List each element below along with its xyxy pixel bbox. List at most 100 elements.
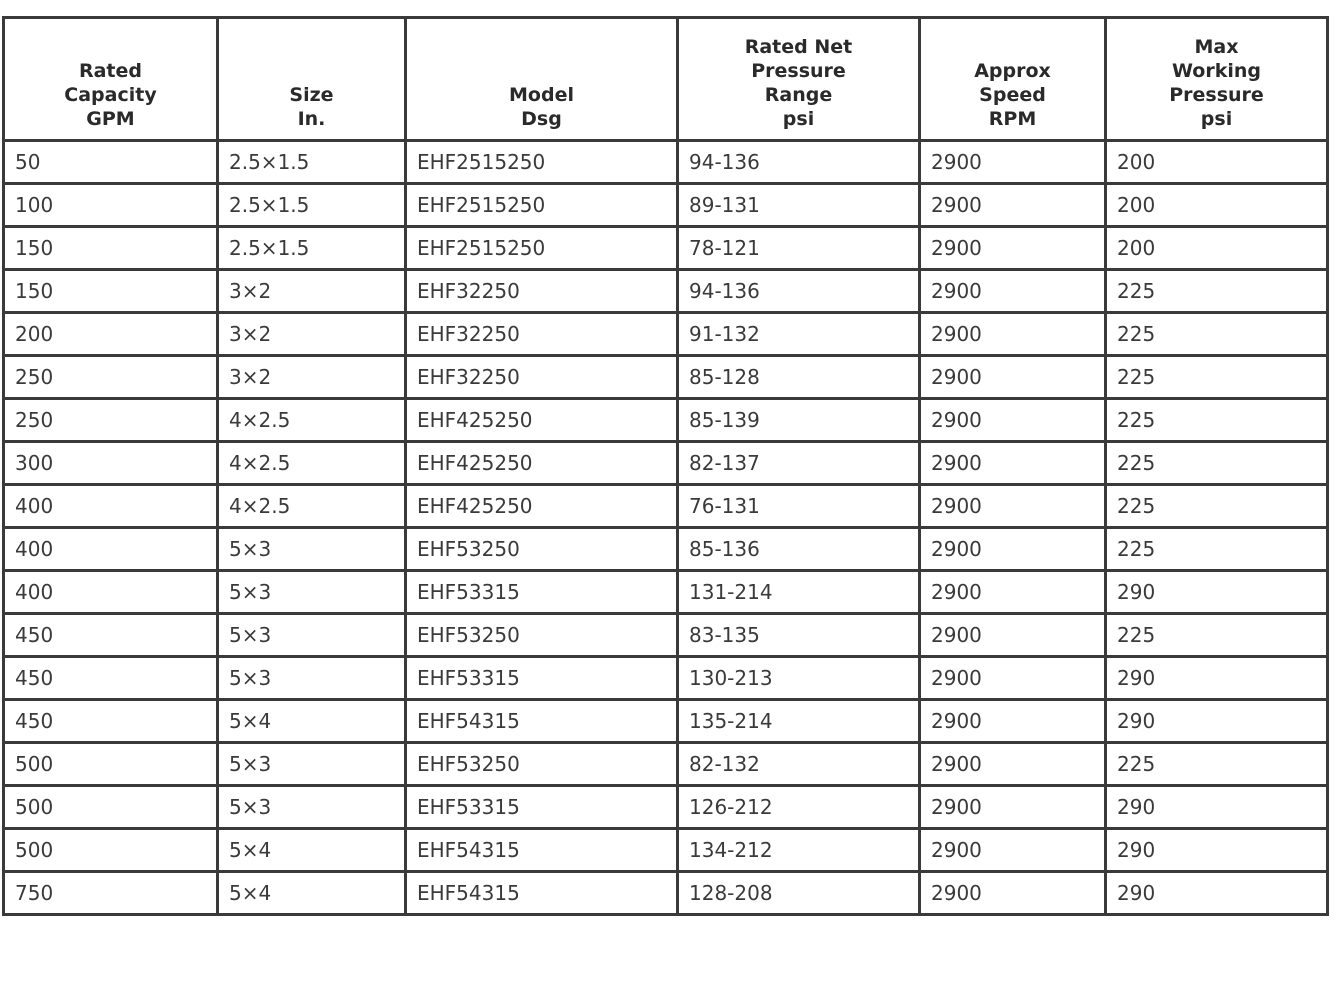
- cell-rated-capacity: 500: [2, 784, 219, 830]
- cell-model: EHF425250: [404, 440, 679, 486]
- table-row: 150 3×2 EHF32250 94-136 2900 225: [2, 268, 1329, 314]
- cell-speed: 2900: [918, 225, 1107, 271]
- cell-rated-capacity: 150: [2, 268, 219, 314]
- cell-pressure-range: 89-131: [676, 182, 921, 228]
- cell-rated-capacity: 300: [2, 440, 219, 486]
- cell-rated-capacity: 500: [2, 741, 219, 787]
- cell-pressure-range: 128-208: [676, 870, 921, 916]
- cell-rated-capacity: 450: [2, 698, 219, 744]
- cell-max-pressure: 290: [1104, 870, 1329, 916]
- cell-pressure-range: 135-214: [676, 698, 921, 744]
- cell-speed: 2900: [918, 784, 1107, 830]
- table-row: 400 5×3 EHF53250 85-136 2900 225: [2, 526, 1329, 572]
- cell-size: 3×2: [216, 354, 407, 400]
- table-row: 500 5×3 EHF53315 126-212 2900 290: [2, 784, 1329, 830]
- cell-size: 5×4: [216, 870, 407, 916]
- cell-pressure-range: 82-132: [676, 741, 921, 787]
- cell-size: 5×3: [216, 784, 407, 830]
- cell-pressure-range: 85-136: [676, 526, 921, 572]
- table-row: 200 3×2 EHF32250 91-132 2900 225: [2, 311, 1329, 357]
- cell-model: EHF2515250: [404, 182, 679, 228]
- cell-model: EHF53315: [404, 655, 679, 701]
- table-row: 400 5×3 EHF53315 131-214 2900 290: [2, 569, 1329, 615]
- table-row: 450 5×3 EHF53250 83-135 2900 225: [2, 612, 1329, 658]
- cell-rated-capacity: 250: [2, 397, 219, 443]
- cell-pressure-range: 94-136: [676, 268, 921, 314]
- cell-speed: 2900: [918, 741, 1107, 787]
- table-row: 150 2.5×1.5 EHF2515250 78-121 2900 200: [2, 225, 1329, 271]
- cell-pressure-range: 94-136: [676, 139, 921, 185]
- cell-max-pressure: 225: [1104, 440, 1329, 486]
- cell-max-pressure: 225: [1104, 397, 1329, 443]
- cell-rated-capacity: 200: [2, 311, 219, 357]
- table-row: 500 5×3 EHF53250 82-132 2900 225: [2, 741, 1329, 787]
- cell-pressure-range: 126-212: [676, 784, 921, 830]
- cell-model: EHF425250: [404, 483, 679, 529]
- cell-size: 5×3: [216, 741, 407, 787]
- cell-size: 5×3: [216, 612, 407, 658]
- cell-pressure-range: 76-131: [676, 483, 921, 529]
- cell-size: 5×4: [216, 698, 407, 744]
- cell-size: 4×2.5: [216, 483, 407, 529]
- cell-speed: 2900: [918, 870, 1107, 916]
- cell-speed: 2900: [918, 268, 1107, 314]
- cell-rated-capacity: 250: [2, 354, 219, 400]
- cell-speed: 2900: [918, 354, 1107, 400]
- cell-speed: 2900: [918, 612, 1107, 658]
- cell-speed: 2900: [918, 526, 1107, 572]
- table-row: 100 2.5×1.5 EHF2515250 89-131 2900 200: [2, 182, 1329, 228]
- cell-rated-capacity: 50: [2, 139, 219, 185]
- cell-max-pressure: 225: [1104, 483, 1329, 529]
- cell-max-pressure: 200: [1104, 139, 1329, 185]
- cell-pressure-range: 82-137: [676, 440, 921, 486]
- cell-speed: 2900: [918, 827, 1107, 873]
- cell-max-pressure: 225: [1104, 311, 1329, 357]
- header-rated-capacity: Rated Capacity GPM: [2, 16, 219, 142]
- cell-max-pressure: 290: [1104, 698, 1329, 744]
- cell-max-pressure: 225: [1104, 268, 1329, 314]
- cell-rated-capacity: 100: [2, 182, 219, 228]
- cell-speed: 2900: [918, 698, 1107, 744]
- cell-model: EHF32250: [404, 268, 679, 314]
- cell-size: 2.5×1.5: [216, 139, 407, 185]
- cell-pressure-range: 85-128: [676, 354, 921, 400]
- header-pressure-range: Rated Net Pressure Range psi: [676, 16, 921, 142]
- table-row: 450 5×4 EHF54315 135-214 2900 290: [2, 698, 1329, 744]
- cell-max-pressure: 225: [1104, 741, 1329, 787]
- pump-spec-table: Rated Capacity GPM Size In. Model Dsg Rated…: [2, 16, 1329, 916]
- cell-max-pressure: 225: [1104, 526, 1329, 572]
- header-row: Rated Capacity GPM Size In. Model Dsg Rated…: [2, 16, 1329, 142]
- cell-model: EHF32250: [404, 311, 679, 357]
- cell-pressure-range: 134-212: [676, 827, 921, 873]
- cell-max-pressure: 290: [1104, 655, 1329, 701]
- cell-model: EHF53250: [404, 612, 679, 658]
- header-max-pressure: Max Working Pressure psi: [1104, 16, 1329, 142]
- cell-model: EHF53250: [404, 741, 679, 787]
- cell-speed: 2900: [918, 311, 1107, 357]
- cell-model: EHF54315: [404, 827, 679, 873]
- cell-rated-capacity: 450: [2, 655, 219, 701]
- cell-max-pressure: 290: [1104, 827, 1329, 873]
- cell-size: 2.5×1.5: [216, 182, 407, 228]
- cell-size: 5×3: [216, 655, 407, 701]
- cell-speed: 2900: [918, 483, 1107, 529]
- cell-pressure-range: 91-132: [676, 311, 921, 357]
- cell-size: 4×2.5: [216, 397, 407, 443]
- cell-pressure-range: 85-139: [676, 397, 921, 443]
- cell-model: EHF53315: [404, 784, 679, 830]
- cell-rated-capacity: 750: [2, 870, 219, 916]
- cell-size: 5×3: [216, 569, 407, 615]
- cell-speed: 2900: [918, 440, 1107, 486]
- table-row: 400 4×2.5 EHF425250 76-131 2900 225: [2, 483, 1329, 529]
- cell-pressure-range: 131-214: [676, 569, 921, 615]
- cell-pressure-range: 130-213: [676, 655, 921, 701]
- cell-model: EHF2515250: [404, 225, 679, 271]
- cell-model: EHF425250: [404, 397, 679, 443]
- cell-speed: 2900: [918, 569, 1107, 615]
- table-row: 50 2.5×1.5 EHF2515250 94-136 2900 200: [2, 139, 1329, 185]
- cell-rated-capacity: 400: [2, 569, 219, 615]
- cell-max-pressure: 290: [1104, 569, 1329, 615]
- table-row: 500 5×4 EHF54315 134-212 2900 290: [2, 827, 1329, 873]
- cell-rated-capacity: 400: [2, 483, 219, 529]
- cell-size: 4×2.5: [216, 440, 407, 486]
